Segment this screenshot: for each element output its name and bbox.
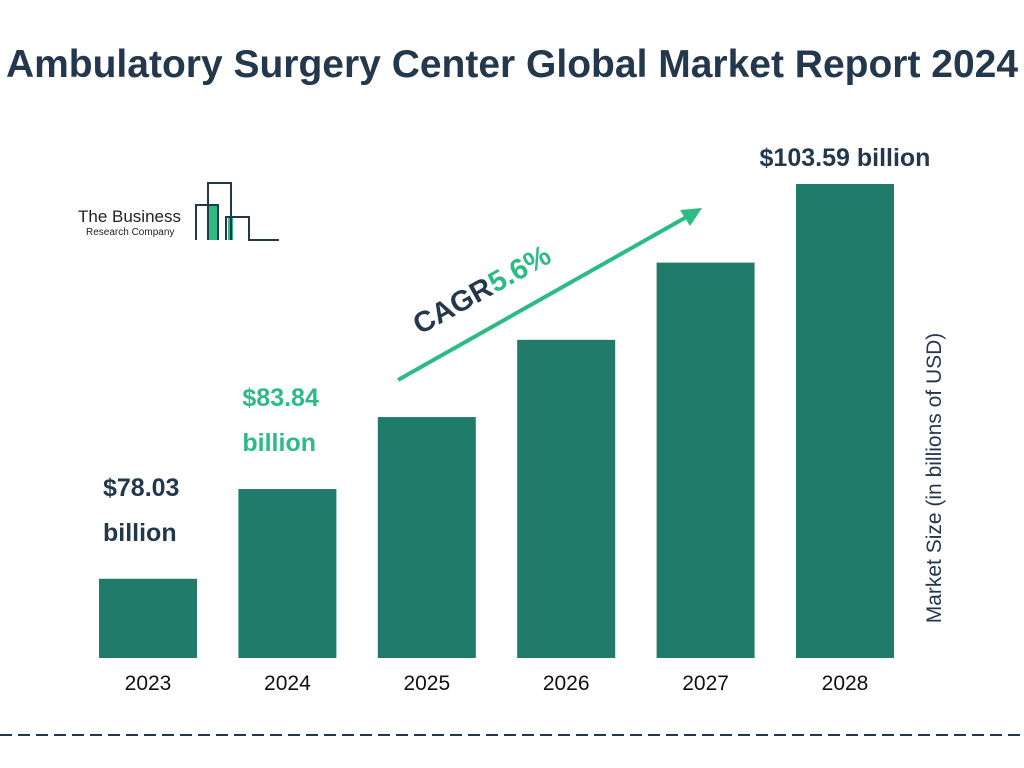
chart-title: Ambulatory Surgery Center Global Market … [5, 43, 1019, 86]
bar-2024 [238, 489, 337, 658]
x-tick-label: 2028 [822, 672, 869, 695]
data-label: billion [242, 429, 316, 457]
logo-bar-icon [209, 205, 218, 240]
bar-2025 [377, 417, 476, 658]
data-label: $103.59 billion [760, 144, 931, 172]
bar-2028 [796, 184, 894, 658]
data-label: $83.84 [242, 384, 319, 412]
x-tick-label: 2024 [264, 672, 311, 695]
logo-line2: Research Company [86, 227, 174, 238]
bar-2026 [517, 339, 616, 658]
logo: The Business Research Company [78, 182, 279, 241]
bar-2027 [656, 262, 755, 658]
data-label: billion [103, 519, 177, 547]
cagr-value: 5.6% [483, 239, 557, 299]
data-label: $78.03 [103, 474, 179, 502]
x-tick-label: 2026 [543, 672, 590, 695]
x-tick-label: 2023 [125, 672, 172, 695]
bar-2023 [99, 578, 197, 658]
x-tick-label: 2027 [682, 672, 729, 695]
logo-buildings-icon [195, 182, 279, 241]
cagr-arrowhead-icon [680, 208, 702, 226]
logo-line1: The Business [78, 207, 181, 226]
x-tick-label: 2025 [403, 672, 450, 695]
cagr-arrow [397, 213, 691, 382]
y-axis-label: Market Size (in billions of USD) [923, 333, 946, 624]
